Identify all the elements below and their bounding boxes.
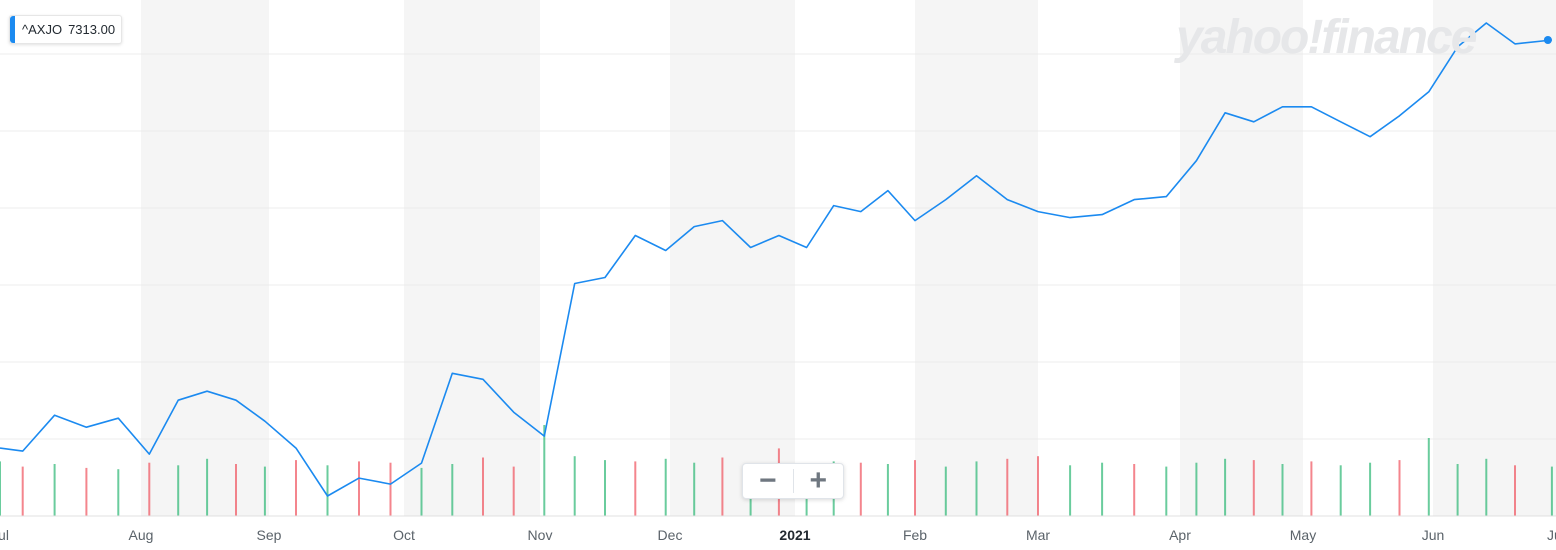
volume-bar [148,462,151,516]
volume-bar [21,466,24,516]
x-tick-label: Mar [1026,527,1050,543]
volume-bar [1101,462,1104,516]
volume-bar [512,466,515,516]
month-band [1433,0,1556,516]
x-tick-label: 2021 [779,527,810,543]
volume-bar [53,464,56,516]
volume-bar [295,460,297,516]
volume-bar [859,462,862,516]
volume-bar [914,460,916,516]
month-band [670,0,795,516]
x-tick-label: Oct [393,527,415,543]
x-tick-label: Sep [257,527,282,543]
volume-bar [1456,464,1459,516]
x-tick-label: May [1290,527,1316,543]
legend-swatch [10,16,15,43]
volume-bar [177,465,180,516]
price-line [0,22,1552,497]
zoom-in-button[interactable]: + [809,464,828,497]
volume-bar [1006,458,1009,516]
x-tick-label: Aug [129,527,154,543]
volume-bar [604,460,606,516]
volume-bar [1369,462,1372,516]
last-price-dot [1543,36,1552,44]
volume-bar [0,461,1,516]
volume-bar [721,457,724,516]
x-tick-label: Nov [528,527,553,543]
volume-bar [975,461,978,516]
volume-bar [1195,462,1198,516]
x-tick-label: Jul [0,527,9,543]
x-tick-label: Jul [1547,527,1556,543]
volume-bar [206,458,209,516]
volume-bar [451,464,454,516]
volume-bar [1133,464,1136,516]
x-tick-label: Jun [1422,527,1445,543]
zoom-out-button[interactable]: − [758,464,777,497]
volume-bar [543,425,546,516]
yahoo-finance-watermark: yahoo!finance [1176,11,1477,64]
volume-bar [1252,460,1255,516]
volume-bar [1339,465,1342,516]
volume-bar [1165,466,1168,516]
volume-bar [634,461,637,516]
volume-bar [420,467,423,516]
zoom-control: − + [742,463,844,499]
price-legend: ^AXJO 7313.00 [9,15,123,44]
volume-bar [326,465,329,516]
month-band [404,0,540,516]
volume-bar [1037,456,1039,516]
volume-bar [693,462,696,516]
volume-bar [358,461,360,516]
x-tick-label: Dec [658,527,683,543]
volume-bar [1427,438,1430,516]
volume-bar [1550,466,1553,516]
volume-bar [1398,460,1401,516]
volume-bar [1281,464,1284,516]
volume-bar [1224,458,1227,516]
volume-bar [85,467,88,516]
legend-price: 7313.00 [68,22,116,37]
volume-bar [117,469,120,516]
volume-bar [235,464,237,516]
legend-symbol: ^AXJO [22,22,63,37]
month-band [1180,0,1303,516]
zoom-divider [792,469,794,493]
volume-bar [1069,465,1072,516]
volume-bar [263,466,266,516]
volume-bar [886,464,889,516]
x-tick-label: Apr [1169,527,1191,543]
volume-bar [1514,465,1516,516]
month-band [915,0,1038,516]
volume-bar [1485,458,1488,516]
volume-bar [1310,461,1313,516]
volume-bar [482,457,484,516]
x-tick-label: Feb [903,527,927,543]
volume-bar [573,456,576,516]
volume-bar [664,458,667,516]
volume-bar [944,466,947,516]
volume-bar [389,462,392,516]
